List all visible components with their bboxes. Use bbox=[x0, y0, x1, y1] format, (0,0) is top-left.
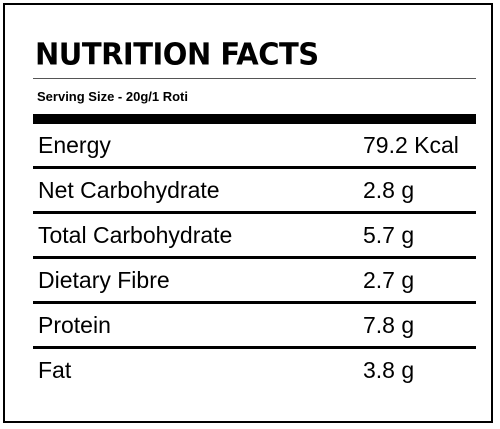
thick-divider bbox=[33, 114, 476, 124]
nutrient-row-net-carbohydrate: Net Carbohydrate 2.8 g bbox=[33, 169, 476, 214]
nutrient-name: Net Carbohydrate bbox=[38, 177, 220, 203]
nutrient-row-dietary-fibre: Dietary Fibre 2.7 g bbox=[33, 259, 476, 304]
nutrient-value: 3.8 g bbox=[363, 357, 415, 383]
nutrient-name: Energy bbox=[38, 132, 111, 158]
nutrient-name: Fat bbox=[38, 357, 72, 383]
nutrient-name: Protein bbox=[38, 312, 111, 338]
nutrient-value: 5.7 g bbox=[363, 222, 415, 248]
serving-size: Serving Size - 20g/1 Roti bbox=[37, 89, 188, 104]
nutrient-row-fat: Fat 3.8 g bbox=[33, 349, 476, 394]
nutrient-value: 7.8 g bbox=[363, 312, 415, 338]
nutrient-row-total-carbohydrate: Total Carbohydrate 5.7 g bbox=[33, 214, 476, 259]
nutrient-name: Dietary Fibre bbox=[38, 267, 170, 293]
nutrient-table: Energy 79.2 Kcal Net Carbohydrate 2.8 g … bbox=[33, 124, 476, 394]
nutrient-value: 2.7 g bbox=[363, 267, 415, 293]
nutrient-value: 2.8 g bbox=[363, 177, 415, 203]
nutrition-facts-label: NUTRITION FACTS Serving Size - 20g/1 Rot… bbox=[3, 3, 493, 423]
nutrient-row-protein: Protein 7.8 g bbox=[33, 304, 476, 349]
title-divider bbox=[33, 78, 476, 79]
label-title: NUTRITION FACTS bbox=[35, 36, 319, 72]
nutrient-value: 79.2 Kcal bbox=[363, 132, 459, 158]
nutrient-row-energy: Energy 79.2 Kcal bbox=[33, 124, 476, 169]
nutrient-name: Total Carbohydrate bbox=[38, 222, 233, 248]
